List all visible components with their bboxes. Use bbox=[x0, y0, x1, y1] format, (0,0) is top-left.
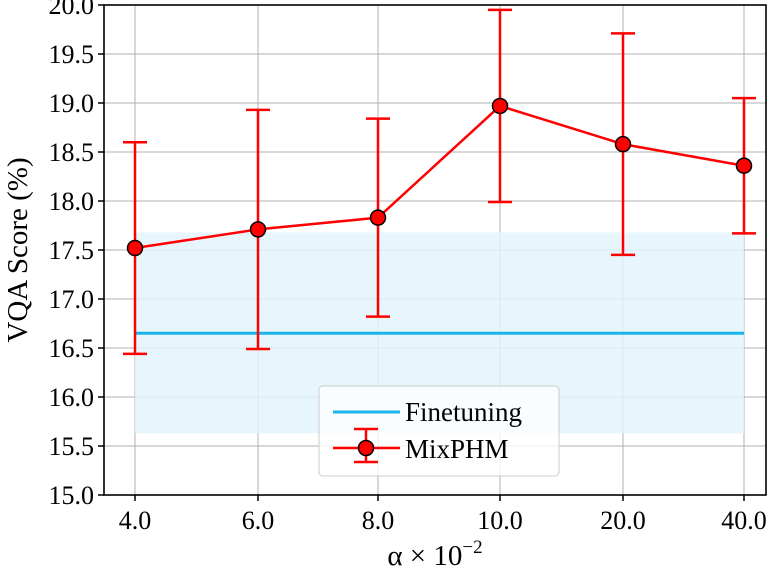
x-tick-label: 20.0 bbox=[600, 506, 646, 535]
legend: Finetuning MixPHM bbox=[318, 385, 560, 477]
x-tick-label: 40.0 bbox=[721, 506, 767, 535]
y-tick-label: 15.0 bbox=[49, 481, 95, 510]
y-axis-ticks: 15.0 15.5 16.0 16.5 17.0 17.5 18.0 18.5 19.0 19.5… bbox=[49, 0, 104, 510]
legend-box bbox=[318, 385, 560, 477]
x-axis-ticks: 4.0 6.0 8.0 10.0 20.0 40.0 bbox=[119, 495, 767, 535]
data-point bbox=[614, 135, 632, 153]
y-tick-label: 19.0 bbox=[49, 89, 95, 118]
data-point bbox=[126, 239, 144, 257]
y-tick-label: 19.5 bbox=[49, 40, 95, 69]
y-tick-label: 15.5 bbox=[49, 432, 95, 461]
x-axis-label: α × 10−2 bbox=[387, 537, 482, 572]
series-line-mixphm bbox=[134, 104, 745, 250]
x-tick-label: 10.0 bbox=[477, 506, 523, 535]
x-tick-label: 4.0 bbox=[119, 506, 152, 535]
legend-swatch-marker bbox=[357, 439, 375, 457]
data-point bbox=[249, 221, 267, 238]
x-tick-label: 6.0 bbox=[242, 506, 275, 535]
legend-swatch-mixphm bbox=[333, 427, 400, 464]
legend-label-finetuning: Finetuning bbox=[405, 397, 522, 427]
x-tick-label: 8.0 bbox=[362, 506, 395, 535]
data-point bbox=[491, 97, 509, 115]
y-tick-label: 16.0 bbox=[49, 383, 95, 412]
x-axis-label-base: α × 10 bbox=[387, 540, 462, 572]
y-tick-label: 18.5 bbox=[49, 138, 95, 167]
y-tick-label: 18.0 bbox=[49, 187, 95, 216]
y-tick-label: 20.0 bbox=[49, 0, 95, 20]
y-tick-label: 17.5 bbox=[49, 236, 95, 265]
data-points bbox=[126, 97, 753, 257]
data-point bbox=[735, 157, 753, 174]
data-point bbox=[369, 209, 387, 226]
y-tick-label: 16.5 bbox=[49, 334, 95, 363]
legend-label-mixphm: MixPHM bbox=[405, 434, 509, 464]
y-axis-label: VQA Score (%) bbox=[2, 157, 34, 342]
y-tick-label: 17.0 bbox=[49, 285, 95, 314]
x-axis-label-exponent: −2 bbox=[462, 537, 482, 558]
